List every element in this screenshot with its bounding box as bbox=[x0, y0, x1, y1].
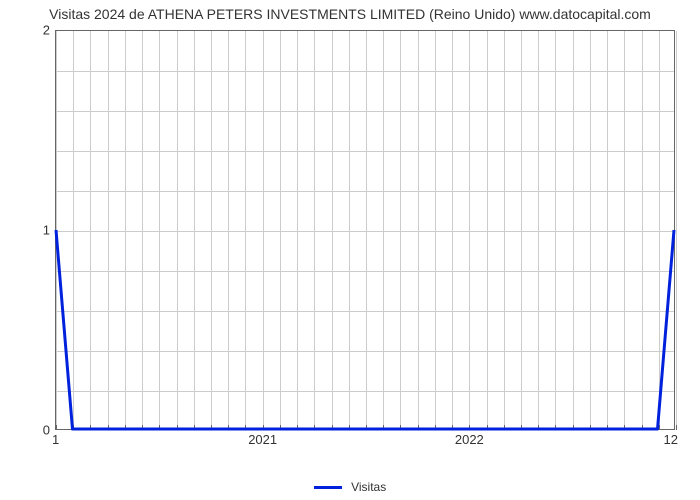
legend: Visitas bbox=[0, 480, 700, 494]
y-tick-label: 1 bbox=[0, 223, 50, 238]
x-tick-label: 2021 bbox=[248, 432, 277, 447]
line-series bbox=[56, 31, 674, 429]
x-axis-start-label: 1 bbox=[52, 432, 59, 447]
x-axis-end-label: 12 bbox=[664, 432, 678, 447]
legend-swatch bbox=[314, 486, 342, 489]
y-tick-label: 0 bbox=[0, 423, 50, 438]
plot-area: 20212022 1 12 bbox=[55, 30, 675, 430]
chart-title: Visitas 2024 de ATHENA PETERS INVESTMENT… bbox=[0, 6, 700, 22]
legend-label: Visitas bbox=[351, 480, 386, 494]
x-tick-label: 2022 bbox=[455, 432, 484, 447]
chart-container: Visitas 2024 de ATHENA PETERS INVESTMENT… bbox=[0, 0, 700, 500]
y-tick-label: 2 bbox=[0, 23, 50, 38]
